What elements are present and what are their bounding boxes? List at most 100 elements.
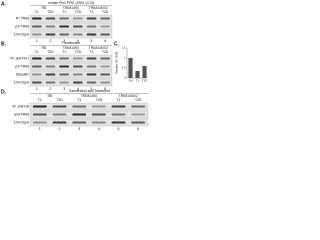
bar: [135, 71, 140, 78]
treatment-label: T2D: [56, 98, 63, 102]
treatment-label: T2D: [102, 10, 109, 14]
x-tick-label: Ctrl: [128, 79, 132, 83]
row-label: IP: anti-HA: [13, 104, 30, 108]
treatment-label: T2D: [75, 10, 82, 14]
group-label: TRIM14K0: [63, 46, 79, 50]
blot-band: [59, 17, 69, 20]
blot-band: [52, 105, 67, 108]
row-label: 10% Input: [14, 120, 29, 124]
blot-band: [45, 73, 56, 76]
blot-band: [59, 65, 69, 68]
group-label: TRIM14K0: [63, 6, 79, 10]
group-label: TBI: [41, 46, 46, 50]
row-label: pS-TRIM: [15, 64, 29, 68]
blot-band: [91, 113, 106, 116]
blot-band: [32, 25, 42, 28]
blot-band: [86, 25, 97, 28]
y-tick-label: 0: [124, 76, 126, 80]
panel-label: B.: [1, 41, 7, 47]
blot-band: [91, 105, 106, 108]
blot-strip: [29, 70, 113, 79]
treatment-label: T1: [38, 98, 42, 102]
blot-band: [32, 121, 47, 124]
blot-band: [100, 81, 110, 84]
blot-band: [86, 33, 97, 36]
blot-band: [86, 57, 97, 60]
group-label: TBI: [47, 94, 52, 98]
group-label: TRIM14K0/2: [119, 94, 138, 98]
blot-strip: [29, 54, 113, 63]
lane-number: 5: [91, 87, 93, 91]
treatment-label: T2D: [96, 98, 103, 102]
blot-band: [32, 73, 42, 76]
blot-band: [73, 73, 83, 76]
treatment-label: T2D: [135, 98, 142, 102]
blot-band: [59, 57, 69, 60]
group-label: TRIM14K0: [81, 94, 97, 98]
treatment-label: T1: [90, 50, 94, 54]
treatment-label: T1: [90, 10, 94, 14]
treatment-label: T1: [62, 10, 66, 14]
lane-number: 2: [59, 127, 61, 131]
row-label: IP: anti-Pin1: [11, 56, 30, 60]
lane-number: 6: [104, 39, 106, 43]
blot-band: [45, 81, 56, 84]
treatment-label: T1: [62, 50, 66, 54]
blot-band: [32, 17, 42, 20]
treatment-label: T1: [117, 98, 121, 102]
row-label: 10% Input: [14, 80, 29, 84]
blot-band: [59, 81, 69, 84]
figure: A. mouse Pin1 PPIE (1B01 (C13)TBI TRIM14K0…: [1, 1, 149, 131]
lane-number: 6: [104, 87, 106, 91]
blot-band: [73, 81, 83, 84]
lane-number: 3: [63, 87, 65, 91]
blot-band: [59, 73, 69, 76]
panel-header: Transfection and Treatment: [68, 89, 109, 93]
lane-number: 6: [137, 127, 139, 131]
blot-band: [32, 33, 42, 36]
row-label: anti-TRIM: [14, 112, 29, 116]
blot-band: [100, 73, 110, 76]
blot-strip: [29, 110, 149, 119]
blot-strip: [29, 14, 113, 23]
lane-number: 2: [50, 39, 52, 43]
panel-header: Transfection: [62, 41, 81, 45]
group-label: TRIM14K0/2: [89, 6, 108, 10]
blot-band: [86, 65, 97, 68]
group-label: TBI: [41, 6, 46, 10]
blot-band: [45, 17, 56, 20]
blot-band: [59, 33, 69, 36]
blot-band: [72, 113, 87, 116]
blot-band: [111, 121, 126, 124]
x-tick-label: T2D: [142, 79, 147, 83]
lane-number: 4: [98, 127, 100, 131]
blot-band: [45, 33, 56, 36]
panel-label: C.: [114, 41, 120, 47]
blot-band: [131, 121, 146, 124]
blot-band: [86, 73, 97, 76]
treatment-label: T2D: [47, 10, 54, 14]
blot-strip: [29, 62, 113, 71]
panel-header: mouse Pin1 PPIE (1B01 (C13): [48, 1, 94, 5]
blot-strip: [29, 22, 113, 31]
blot-band: [52, 121, 67, 124]
blot-band: [100, 65, 110, 68]
blot-band: [59, 25, 69, 28]
blot-band: [73, 33, 83, 36]
blot-band: [111, 105, 126, 108]
blot-band: [32, 113, 47, 116]
row-label: Ubiquitin: [16, 72, 29, 76]
treatment-label: T2D: [102, 50, 109, 54]
panel-label: A.: [1, 1, 7, 7]
lane-number: 1: [39, 127, 41, 131]
blot-band: [86, 17, 97, 20]
bar: [142, 66, 147, 78]
blot-band: [73, 25, 83, 28]
blot-strip: [29, 118, 149, 127]
treatment-label: T1: [35, 10, 39, 14]
blot-band: [100, 17, 110, 20]
y-tick-label: 0.5: [122, 66, 126, 70]
blot-strip: [29, 102, 149, 111]
lane-number: 5: [118, 127, 120, 131]
lane-number: 5: [91, 39, 93, 43]
